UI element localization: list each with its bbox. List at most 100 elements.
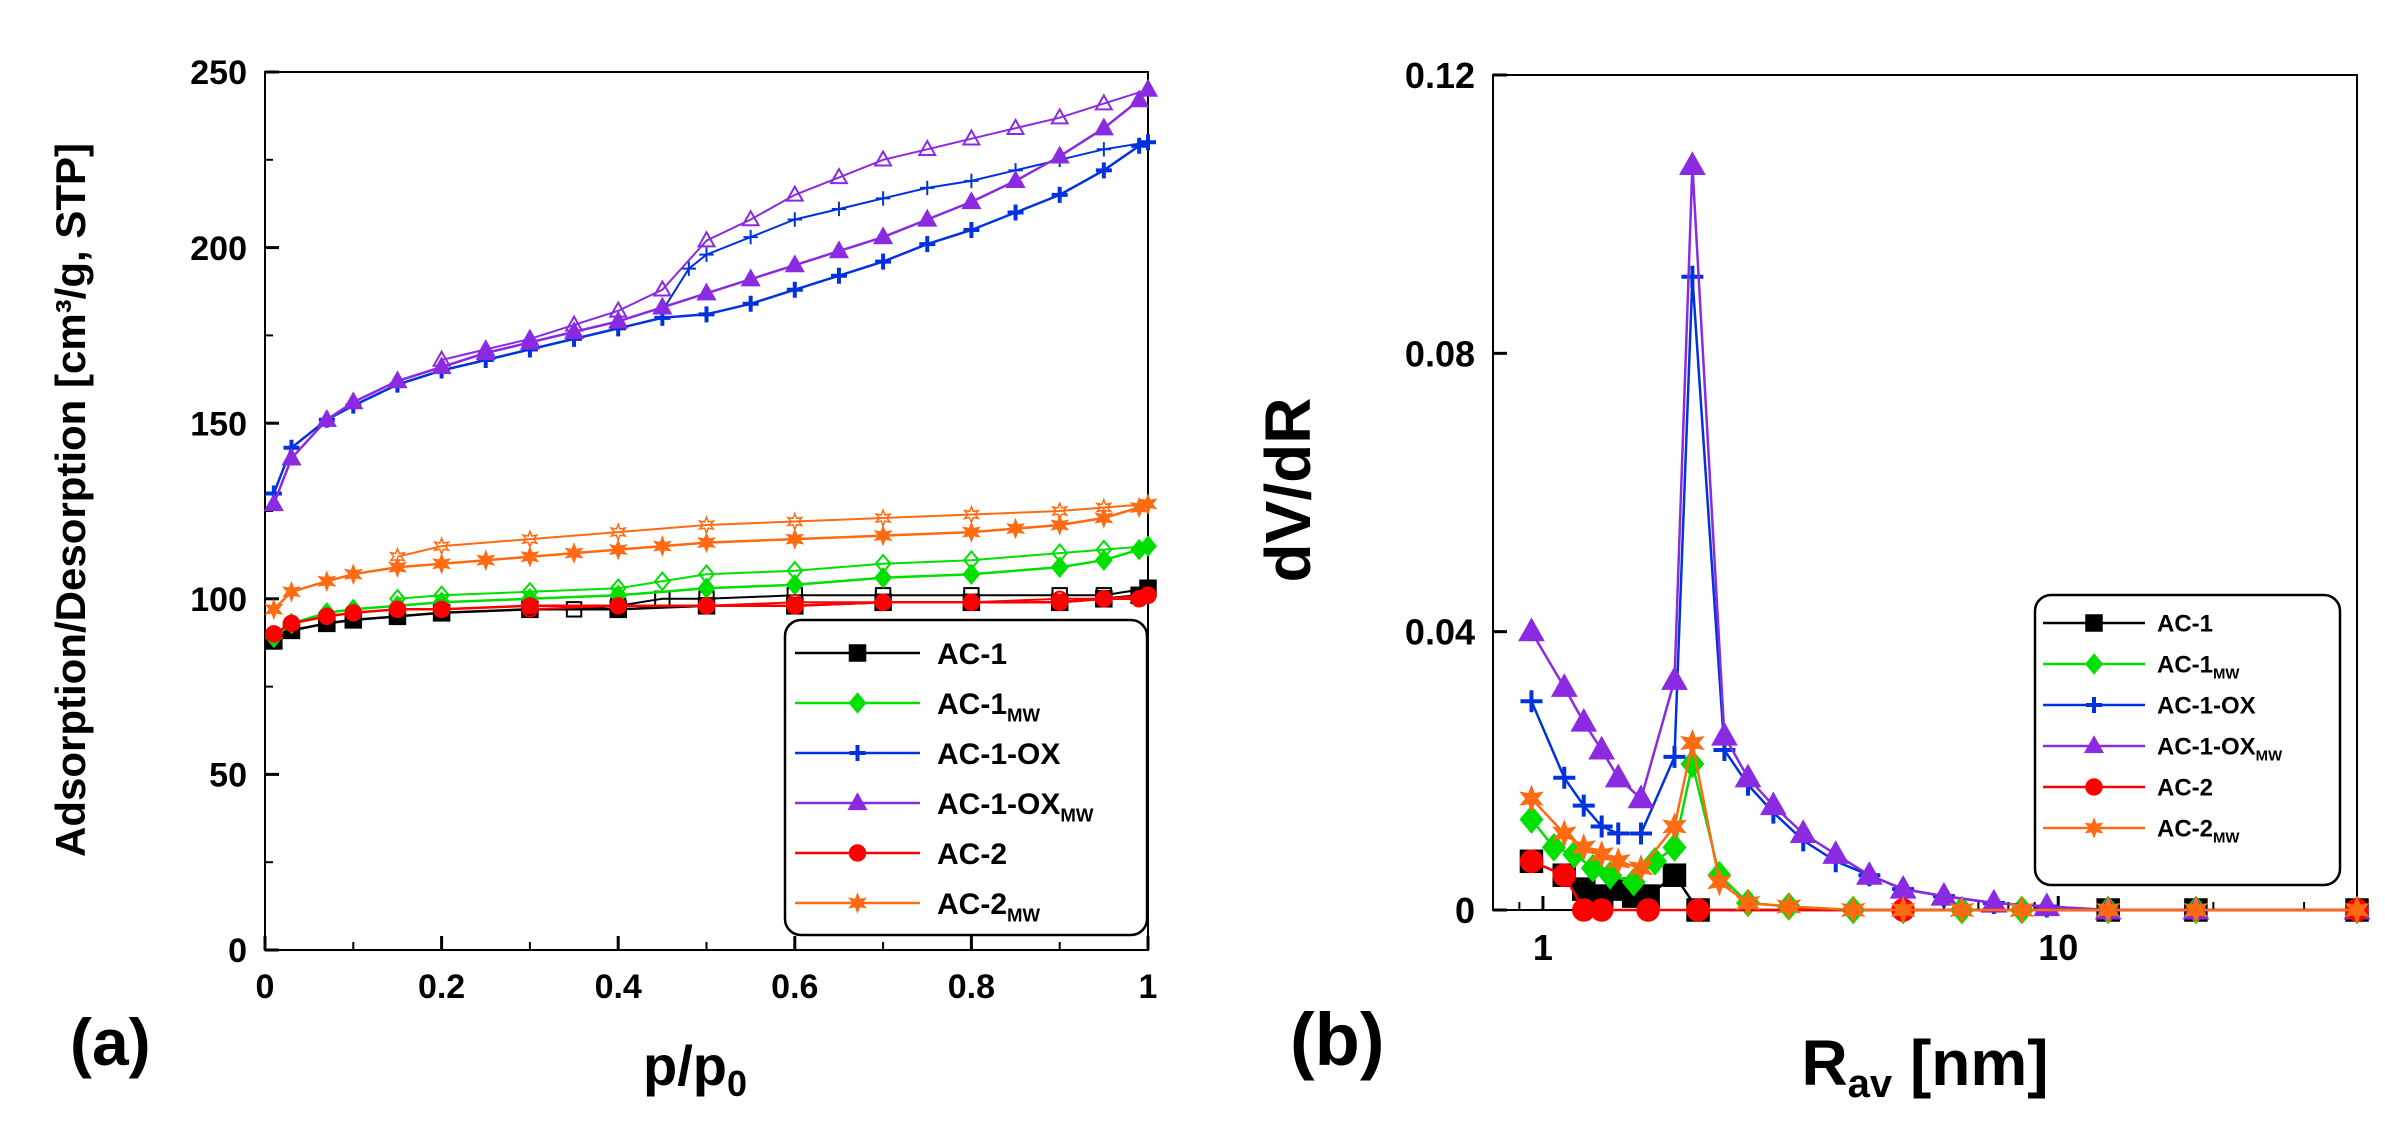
line-ac-1-mw [273, 544, 1149, 639]
data-point-ac-1-ox-mw [519, 331, 540, 350]
data-point-ac-2-mw [2344, 895, 2370, 925]
x-tick-label-a: 0.4 [595, 968, 642, 1006]
data-point-ac-2 [1050, 593, 1069, 612]
data-point-ac-2-mw [652, 535, 672, 558]
data-point-ac-2 [344, 604, 363, 622]
data-point-ac-1-ox [1572, 794, 1595, 817]
data-point-ac-1-ox-mw [1855, 861, 1883, 885]
legend-item-ac-1-ox: AC-1-OX [2043, 693, 2256, 720]
desorption-point-ac-1-ox-mw [1005, 117, 1026, 135]
desorption-point-ac-1-ox [699, 247, 714, 262]
desorption-point-ac-1-ox [743, 229, 758, 245]
legend-label-ac-1-ox: AC-1-OX [2157, 693, 2256, 720]
data-point-ac-1-ox [875, 253, 892, 270]
data-point-ac-2 [962, 593, 981, 612]
data-point-ac-1-ox-mw [696, 282, 717, 301]
desorption-point-ac-1-ox-mw [785, 184, 805, 202]
x-axis-label-a: p/p0 [643, 1034, 747, 1104]
legend-marker-ac-1-ox [849, 745, 866, 761]
desorption-point-ac-1-ox-mw [1050, 107, 1070, 125]
data-point-ac-1-ox-mw [1980, 888, 2008, 913]
data-point-ac-2-mw [785, 528, 805, 551]
data-point-ac-1-ox [1095, 162, 1112, 179]
data-point-ac-1-ox-mw [784, 254, 805, 273]
desorption-point-ac-1-ox-mw [696, 230, 717, 248]
data-point-ac-1-mw [874, 566, 893, 589]
data-point-ac-1-ox-mw [431, 356, 452, 375]
data-point-ac-2-mw [1006, 517, 1026, 540]
desorption-line-ac-1-mw [397, 545, 1149, 600]
desorption-point-ac-1-ox [831, 201, 847, 217]
data-point-ac-2 [1636, 898, 1660, 922]
legend-marker-ac-1-ox [2086, 697, 2102, 713]
legend-label-ac-1: AC-1 [2157, 611, 2213, 638]
panel-label-b: (b) [1290, 998, 1385, 1081]
data-point-ac-2-mw [1949, 895, 1975, 925]
data-point-ac-2-mw [520, 545, 540, 568]
data-point-ac-1-ox [698, 306, 715, 323]
y-tick-label-a: 250 [190, 54, 247, 92]
data-point-ac-2-mw [387, 556, 407, 579]
legend-item-ac-2: AC-2 [2043, 775, 2213, 802]
data-point-ac-2-mw [2009, 895, 2035, 925]
legend-label-ac-1-mw: AC-1MW [2157, 652, 2240, 683]
desorption-point-ac-1-ox-mw [741, 209, 761, 227]
data-point-ac-1-ox-mw [281, 447, 302, 466]
data-point-ac-1-ox [786, 281, 803, 298]
data-point-ac-2 [697, 597, 716, 615]
legend-box-b [2033, 593, 2342, 887]
y-tick-label-a: 200 [190, 230, 247, 268]
data-point-ac-1-ox-mw [1137, 78, 1159, 97]
y-tick-label-a: 50 [209, 757, 247, 795]
data-point-ac-1-mw [1643, 846, 1667, 876]
data-point-ac-2 [282, 614, 301, 633]
data-point-ac-2-mw [1138, 493, 1158, 515]
desorption-point-ac-1-ox-mw [961, 128, 982, 146]
data-point-ac-1-ox [742, 295, 759, 312]
data-point-ac-2 [874, 593, 892, 612]
series-ac-1-ox-a [265, 134, 1156, 502]
data-point-ac-1-ox-mw [316, 408, 337, 427]
x-tick-label-a: 1 [1139, 968, 1158, 1006]
data-point-ac-2-mw [1662, 812, 1687, 841]
data-point-ac-2 [1552, 863, 1577, 887]
legend-marker-ac-1 [848, 644, 867, 662]
data-point-ac-1-ox [1520, 690, 1543, 713]
data-point-ac-1-ox [830, 267, 847, 284]
data-point-ac-1-ox-mw [652, 296, 673, 315]
data-point-ac-2 [432, 600, 451, 619]
data-point-ac-2-mw [961, 521, 981, 544]
panel-b-pore-size-distribution: (b) Rav [nm] dV/dR 0 0.04 0.08 0.12 1 10 AC-1 A… [1252, 55, 2371, 1106]
y-tick-label-a: 0 [228, 932, 247, 970]
data-point-ac-1-ox-mw [873, 226, 894, 245]
desorption-point-ac-1-ox [964, 173, 979, 189]
desorption-line-ac-2-mw [397, 503, 1149, 558]
data-point-ac-1-mw [697, 577, 716, 600]
data-point-ac-1-ox [919, 236, 936, 253]
x-tick-label-a: 0 [256, 968, 275, 1006]
data-point-ac-1-ox-mw [563, 321, 585, 340]
desorption-point-ac-1-ox [1096, 142, 1112, 157]
data-point-ac-2 [1589, 898, 1614, 922]
legend-label-ac-2: AC-2 [2157, 775, 2213, 802]
y-tick-label-a: 100 [190, 581, 247, 619]
data-point-ac-2-mw [1094, 507, 1114, 529]
data-point-ac-2 [521, 597, 539, 615]
data-point-ac-1-ox-mw [1679, 151, 1706, 176]
data-point-ac-2-mw [1680, 728, 1705, 758]
data-point-ac-2-mw [1589, 840, 1614, 869]
data-point-ac-1-ox [1051, 186, 1068, 203]
data-point-ac-1-ox [1553, 766, 1576, 789]
legend-item-ac-1-ox: AC-1-OX [795, 738, 1060, 771]
data-point-ac-1-ox [1663, 745, 1686, 768]
data-point-ac-1-ox-mw [1930, 881, 1958, 906]
data-point-ac-2-mw [1707, 867, 1732, 897]
data-point-ac-1-mw [785, 573, 804, 596]
data-point-ac-2-mw [1605, 847, 1631, 876]
data-point-ac-2 [1139, 586, 1157, 605]
desorption-line-ac-1 [573, 587, 1149, 611]
x-tick-label-b: 1 [1533, 927, 1553, 968]
panel-a-adsorption-isotherm: (a) p/p0 Adsorption/Desorption [cm³/g, S… [47, 54, 1159, 1104]
data-point-ac-2-mw [1551, 819, 1577, 848]
